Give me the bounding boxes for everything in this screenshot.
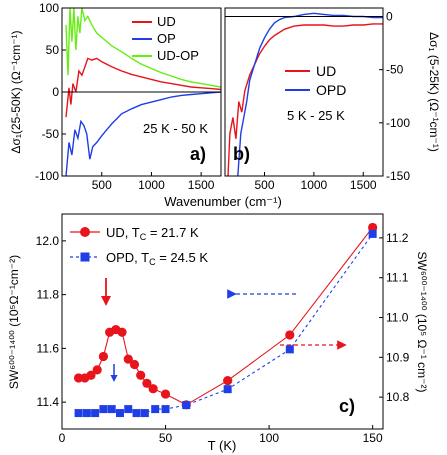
data-point [82, 409, 91, 418]
x-tick-label: 1500 [350, 178, 377, 192]
legend-marker [80, 227, 90, 237]
x-tick-label: 1500 [188, 178, 215, 192]
data-point [74, 409, 83, 418]
data-point [115, 409, 124, 418]
y-tick-label: 50 [46, 43, 60, 57]
x-tick-label: 500 [92, 178, 112, 192]
panel-a: -100 -50 0 50 100 500 1000 1500 Δσ₁(25-50K) (Ω… [9, 1, 222, 192]
tc-arrowhead-opd [110, 375, 118, 382]
y-tick-label: -100 [35, 169, 59, 183]
series-line-ud [227, 23, 383, 176]
legend-label: OP [157, 31, 176, 46]
legend-label: UD [316, 63, 336, 79]
panel-b: -150 -100 -50 0 500 1000 1500 Δσ₁ (5-25K) (Ω⁻… [164, 7, 441, 209]
data-point [86, 370, 96, 380]
data-point [151, 405, 160, 414]
data-point [132, 409, 141, 418]
data-point [91, 409, 100, 418]
data-point [123, 354, 133, 364]
data-point [368, 229, 377, 238]
x-tick-label: 100 [259, 431, 279, 445]
y-axis-label: SW⁶⁰⁰⁻¹⁴⁰⁰ (10⁵Ω⁻¹cm⁻²) [7, 255, 21, 389]
y-tick-label: 12.0 [36, 234, 60, 248]
y-axis-label-right: SW⁶⁰⁰⁻¹⁴⁰⁰ (10⁵ Ω⁻¹ cm⁻²) [415, 252, 429, 393]
series-line-opd [237, 12, 383, 176]
y-tick-label: -150 [386, 169, 410, 183]
legend-label: UD, TC = 21.7 K [106, 225, 199, 242]
x-tick-label: 1000 [301, 178, 328, 192]
x-axis-label: Wavenumber (cm⁻¹) [164, 194, 282, 209]
y-axis-label: Δσ₁(25-50K) (Ω⁻¹cm⁻¹) [9, 30, 23, 153]
y-tick-label-right: 11.1 [386, 271, 409, 285]
annotation: 5 K - 25 K [287, 108, 345, 123]
data-point [368, 222, 378, 233]
data-point [161, 405, 170, 414]
y-tick-label-right: 10.8 [386, 390, 410, 404]
x-tick-label: 500 [254, 178, 274, 192]
data-point [117, 327, 127, 337]
data-point [98, 351, 109, 362]
x-tick-label: 1000 [138, 178, 165, 192]
plot-frame [224, 7, 384, 177]
legend-marker [80, 252, 90, 262]
series-line-ud-op [65, 8, 221, 88]
data-point [99, 405, 108, 414]
legend: UD OP UD-OP [132, 14, 199, 63]
y-tick-label: 11.6 [37, 341, 60, 355]
y-tick-label: -100 [386, 116, 410, 130]
data-point [148, 384, 158, 394]
legend-label: UD-OP [157, 48, 199, 63]
panel-c: 11.4 11.6 11.8 12.0 10.8 10.9 11.0 11.1 11.2 0 5… [7, 213, 429, 453]
data-point [140, 409, 149, 418]
y-axis-label: Δσ₁ (5-25K) (Ω⁻¹cm⁻¹) [427, 32, 441, 152]
panel-label: b) [233, 144, 250, 164]
data-point [136, 370, 146, 380]
data-point [285, 345, 294, 354]
panel-label: a) [190, 144, 206, 164]
plot-frame [61, 213, 384, 430]
data-point [92, 365, 102, 375]
y-tick-label: -50 [42, 127, 60, 141]
x-tick-label: 0 [59, 431, 66, 445]
data-point [223, 385, 232, 394]
y-tick-label-right: 11.2 [386, 231, 409, 245]
data-point [142, 378, 152, 388]
x-tick-label: 50 [159, 431, 173, 445]
data-point [285, 330, 295, 340]
y-tick-label: -50 [386, 63, 404, 77]
data-point [160, 389, 171, 399]
series-line-ud [65, 57, 221, 118]
y-tick-label: 100 [39, 1, 59, 15]
panel-label: c) [339, 396, 355, 416]
data-point [182, 401, 191, 410]
series-line-op [65, 91, 221, 176]
y-tick-label: 11.4 [37, 395, 60, 409]
y-tick-label-right: 11.0 [386, 311, 409, 325]
y-tick-label-right: 10.9 [386, 350, 410, 364]
legend-label: OPD, TC = 24.5 K [106, 250, 208, 267]
data-point [124, 405, 133, 414]
x-axis-label: T (K) [208, 438, 237, 453]
tc-arrowhead-ud [101, 296, 111, 306]
legend: UD OPD [285, 63, 346, 98]
legend-label: UD [157, 14, 176, 29]
annotation: 25 K - 50 K [143, 121, 208, 136]
legend-label: OPD [316, 82, 346, 98]
y-tick-label: 11.8 [37, 288, 60, 302]
y-tick-label: 0 [52, 85, 59, 99]
data-point [107, 405, 116, 414]
legend: UD, TC = 21.7 K OPD, TC = 24.5 K [70, 225, 208, 267]
x-tick-label: 150 [363, 431, 383, 445]
y-tick-label: 0 [386, 10, 393, 24]
data-point [223, 376, 233, 386]
data-point [129, 359, 140, 370]
